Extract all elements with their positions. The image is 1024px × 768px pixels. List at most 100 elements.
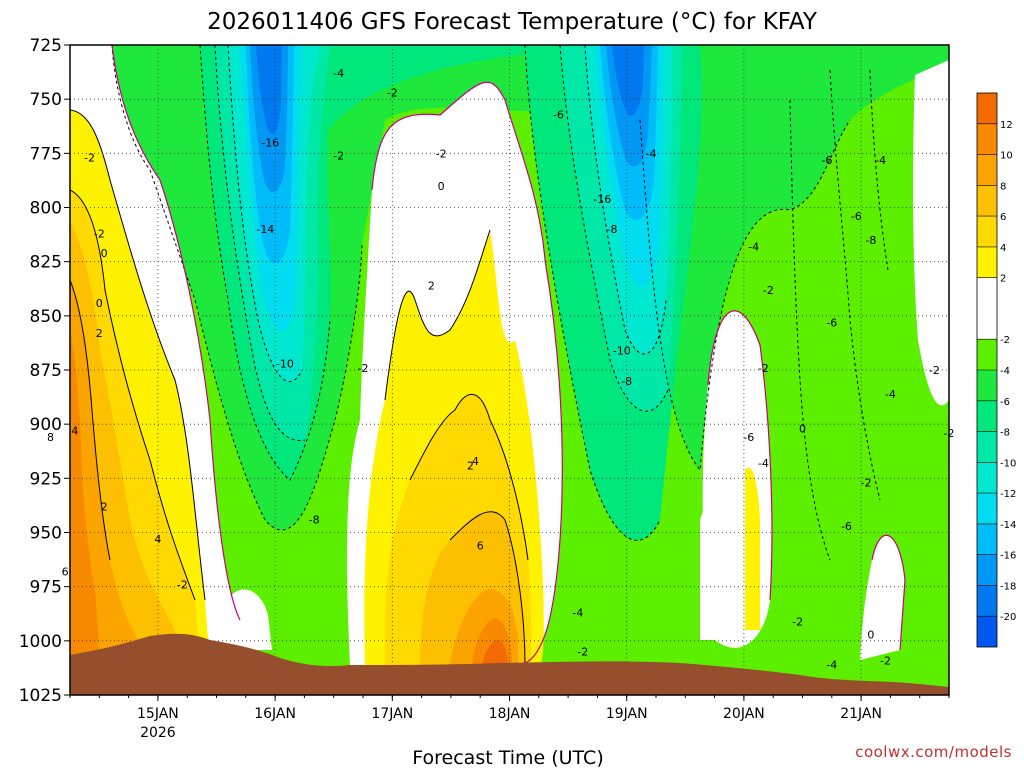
colorbar-bin <box>977 462 997 494</box>
contour-label: -2 <box>84 152 95 165</box>
region-plus-12 <box>482 640 508 665</box>
contour-label: -14 <box>256 223 274 236</box>
contour-label: 2 <box>101 501 108 514</box>
colorbar: 12 10 8 6 4 2 -2 -4 -6 -8 -10 -12 -14 -16 -18 -20 <box>976 92 1016 648</box>
contour-label: -4 <box>572 607 583 620</box>
contour-label: -6 <box>743 431 754 444</box>
colorbar-bin <box>977 523 997 555</box>
colorbar-tick-label: 8 <box>1000 181 1006 192</box>
colorbar-tick-label: 12 <box>1000 120 1013 131</box>
contour-label: -16 <box>593 193 611 206</box>
colorbar-bin <box>977 216 997 247</box>
contour-line <box>111 45 241 621</box>
colorbar-tick-label: -18 <box>1000 581 1016 592</box>
x-axis-title: Forecast Time (UTC) <box>412 747 603 768</box>
contour-line <box>70 109 206 601</box>
contour-label: -4 <box>885 388 896 401</box>
contour-label: 2 <box>96 327 103 340</box>
y-tick-label: 775 <box>30 144 62 164</box>
region-near-zero-d <box>700 482 745 640</box>
y-tick-label: 900 <box>30 415 62 435</box>
contour-label: 6 <box>477 540 484 553</box>
colorbar-bin <box>977 246 997 278</box>
colorbar-bin <box>977 616 997 647</box>
y-tick-label: 725 <box>30 36 62 56</box>
y-tick-label: 950 <box>30 524 62 544</box>
contour-label: 0 <box>799 423 806 436</box>
contour-line <box>829 69 881 501</box>
contour-label: 8 <box>47 431 54 444</box>
zero-contours <box>111 45 906 666</box>
x-axis: 15JAN 16JAN 17JAN 18JAN 19JAN 20JAN 21JAN 2026 <box>69 695 950 741</box>
contour-line <box>371 81 563 666</box>
colorbar-bin <box>977 277 997 340</box>
region-minus-20b <box>612 45 644 116</box>
contour-line <box>70 189 196 601</box>
contour-label: -2 <box>387 87 398 100</box>
contour-label: -2 <box>792 615 803 628</box>
colorbar-tick-label: -6 <box>1000 397 1010 408</box>
contour-line <box>789 99 831 561</box>
region-plus-10 <box>70 330 100 665</box>
contour-line <box>214 45 306 441</box>
contour-label: -6 <box>851 210 862 223</box>
colorbar-bin <box>977 431 997 463</box>
positive-contours <box>70 109 529 666</box>
contour-label: -2 <box>860 477 871 490</box>
contour-labels: -2-200248264-2-16-14-10-8-4-2-2-2-202246… <box>47 67 955 672</box>
contour-label: -8 <box>309 514 320 527</box>
contour-label: -2 <box>763 284 774 297</box>
x-tick-label: 21JAN <box>840 706 882 722</box>
colorbar-bin <box>977 339 997 370</box>
contour-line <box>227 45 303 382</box>
x-year-label: 2026 <box>140 725 176 741</box>
contour-line <box>409 393 529 561</box>
contour-label: 4 <box>71 425 78 438</box>
contour-label: -10 <box>613 345 631 358</box>
contour-label: -2 <box>436 147 447 160</box>
contour-label: -4 <box>826 659 837 672</box>
colorbar-tick-label: -10 <box>1000 458 1016 469</box>
surface-terrain <box>70 633 949 695</box>
x-tick-label: 19JAN <box>606 706 648 722</box>
contour-line <box>871 534 906 651</box>
y-tick-label: 1000 <box>19 632 62 652</box>
contour-label: -4 <box>646 147 657 160</box>
contour-label: -2 <box>333 150 344 163</box>
contour-line <box>449 511 526 666</box>
negative-contours <box>111 45 889 561</box>
colorbar-tick-label: -14 <box>1000 520 1016 531</box>
y-tick-label: 975 <box>30 578 62 598</box>
colorbar-tick-label: 6 <box>1000 212 1006 223</box>
colorbar-tick-label: -20 <box>1000 612 1016 623</box>
contour-label: -8 <box>865 234 876 247</box>
y-tick-label: 800 <box>30 199 62 219</box>
contour-label: -16 <box>261 137 279 150</box>
colorbar-bin <box>977 123 997 155</box>
x-tick-label: 17JAN <box>371 706 413 722</box>
contour-label: -4 <box>875 154 886 167</box>
colorbar-bin <box>977 493 997 524</box>
colorbar-bin <box>977 185 997 217</box>
contour-label: -2 <box>358 362 369 375</box>
colorbar-bin <box>977 554 997 586</box>
x-tick-label: 20JAN <box>723 706 765 722</box>
chart-title: 2026011406 GFS Forecast Temperature (°C)… <box>207 9 818 35</box>
contour-label: -6 <box>826 316 837 329</box>
contour-label: -2 <box>94 228 105 241</box>
contour-label: 2 <box>428 280 435 293</box>
contour-label: 4 <box>154 533 161 546</box>
contour-label: 6 <box>62 566 69 579</box>
contour-line <box>707 310 773 601</box>
colorbar-tick-label: -4 <box>1000 366 1010 377</box>
region-minus-20 <box>256 45 282 134</box>
site-credit[interactable]: coolwx.com/models <box>855 743 1012 761</box>
colorbar-tick-label: -2 <box>1000 335 1010 346</box>
contour-line <box>559 45 669 412</box>
x-tick-label: 15JAN <box>137 706 179 722</box>
region-near-zero-f <box>913 60 949 406</box>
contour-label: -2 <box>880 654 891 667</box>
x-tick-label: 18JAN <box>489 706 531 722</box>
colorbar-tick-label: 10 <box>1000 151 1013 162</box>
